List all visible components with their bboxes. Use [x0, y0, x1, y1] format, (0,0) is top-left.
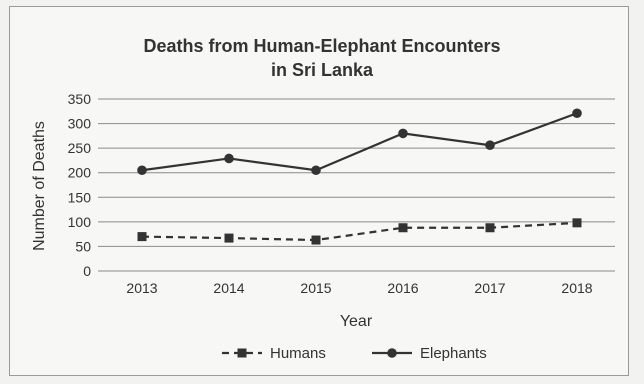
x-tick-label: 2017 — [474, 280, 505, 296]
data-point-humans — [224, 233, 234, 243]
y-tick-label: 300 — [68, 116, 92, 132]
y-axis-ticks: 0 50 100 150 200 250 300 350 — [68, 91, 92, 279]
x-tick-label: 2016 — [387, 280, 418, 296]
y-tick-label: 100 — [68, 214, 92, 230]
legend-label-elephants: Elephants — [420, 345, 487, 362]
x-axis-ticks: 2013 2014 2015 2016 2017 2018 — [126, 280, 592, 296]
data-point-humans — [398, 223, 408, 233]
y-tick-label: 350 — [68, 91, 92, 107]
x-tick-label: 2018 — [561, 280, 592, 296]
series-line-elephants — [141, 112, 578, 172]
legend-marker-humans — [237, 348, 247, 358]
x-tick-label: 2013 — [126, 280, 157, 296]
data-point-humans — [572, 218, 582, 228]
y-tick-label: 150 — [68, 189, 92, 205]
data-point-elephants — [224, 153, 234, 164]
y-tick-label: 250 — [68, 140, 92, 156]
x-tick-label: 2014 — [213, 280, 244, 296]
data-point-elephants — [398, 128, 408, 139]
y-tick-label: 0 — [83, 263, 91, 279]
legend-item-humans: Humans — [222, 345, 326, 362]
y-axis-label: Number of Deaths — [31, 121, 48, 251]
y-tick-label: 50 — [75, 238, 91, 254]
data-point-elephants — [572, 108, 582, 119]
series-humans — [137, 218, 582, 245]
legend-label-humans: Humans — [270, 345, 326, 362]
data-point-elephants — [311, 165, 321, 176]
legend-item-elephants: Elephants — [372, 345, 487, 362]
gridlines — [98, 98, 615, 272]
x-tick-label: 2015 — [300, 280, 331, 296]
chart-frame — [9, 6, 629, 376]
series-elephants — [137, 108, 582, 176]
legend-marker-elephants — [387, 348, 397, 358]
data-point-elephants — [137, 165, 147, 176]
series-line-humans — [141, 221, 578, 242]
chart-title-line2: in Sri Lanka — [270, 60, 374, 80]
series-layer — [137, 108, 582, 245]
x-axis-label: Year — [340, 313, 373, 330]
data-point-elephants — [485, 140, 495, 150]
data-point-humans — [311, 235, 321, 245]
data-point-humans — [485, 223, 495, 233]
y-tick-label: 200 — [68, 165, 92, 181]
legend: Humans Elephants — [222, 345, 487, 362]
chart-title: Deaths from Human-Elephant Encounters — [143, 36, 501, 56]
data-point-humans — [137, 232, 147, 242]
